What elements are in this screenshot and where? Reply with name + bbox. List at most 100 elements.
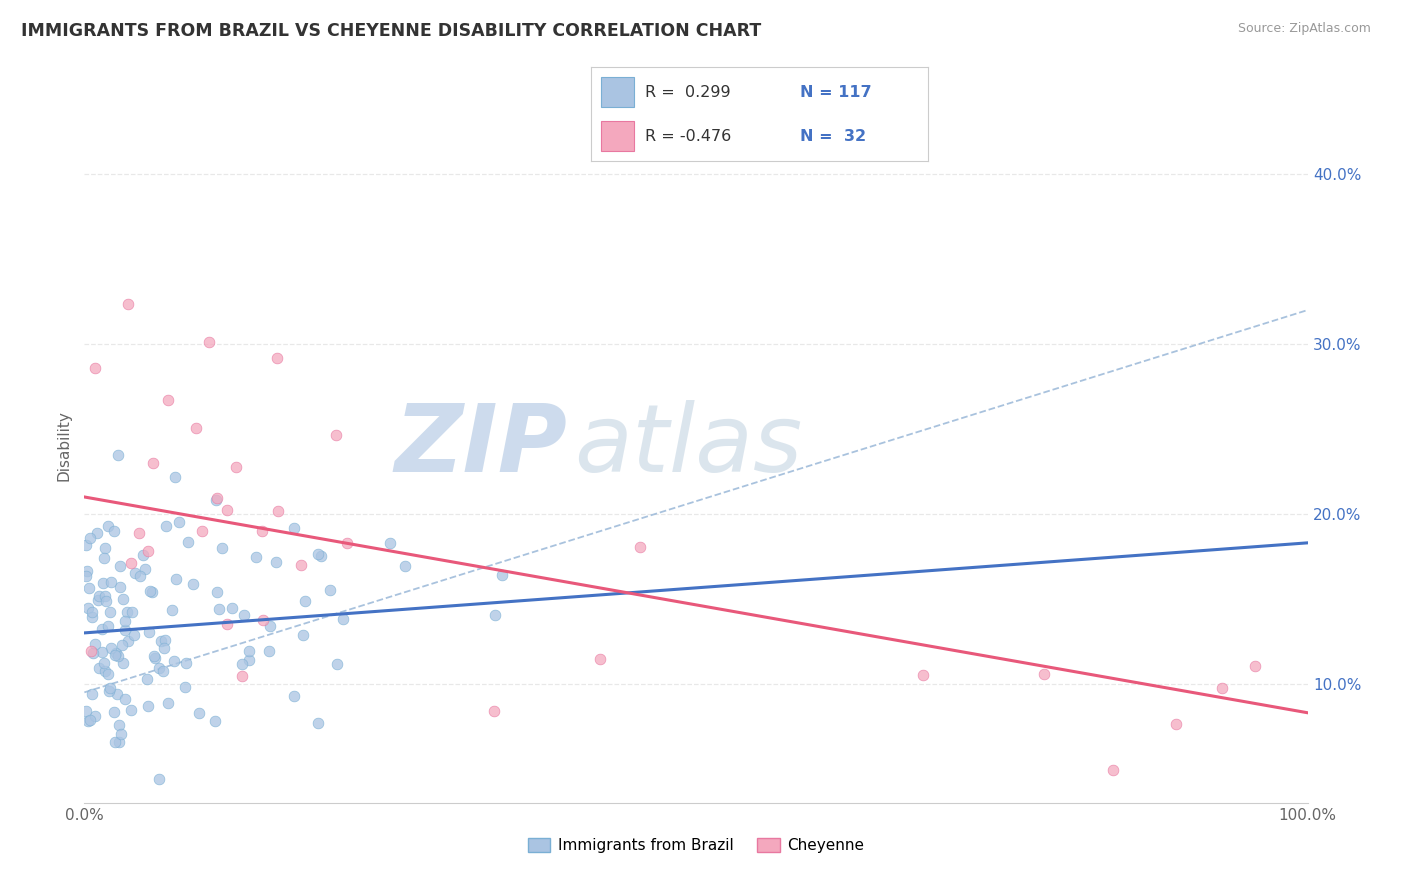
Point — [252, 614, 274, 628]
Point — [91, 575, 114, 590]
Point — [181, 576, 204, 591]
Point — [152, 665, 174, 679]
Point — [82, 687, 104, 701]
Point — [142, 456, 165, 470]
Point — [108, 580, 131, 594]
Point — [1166, 717, 1188, 731]
Point — [165, 572, 187, 586]
Point — [208, 601, 231, 615]
Text: R =  0.299: R = 0.299 — [644, 85, 730, 100]
Point — [911, 668, 934, 682]
Point — [93, 541, 115, 556]
Text: N =  32: N = 32 — [800, 128, 866, 144]
Text: ZIP: ZIP — [395, 400, 568, 492]
Point — [103, 524, 125, 538]
Point — [117, 296, 139, 310]
Point — [173, 681, 195, 695]
Point — [93, 657, 115, 671]
Point — [266, 504, 288, 518]
Point — [82, 610, 104, 624]
Point — [115, 605, 138, 619]
Point — [1211, 681, 1233, 696]
Point — [319, 583, 342, 598]
Point — [211, 541, 233, 556]
Point — [128, 525, 150, 540]
Point — [93, 550, 115, 565]
Point — [98, 605, 121, 619]
Point — [87, 661, 110, 675]
Point — [148, 661, 170, 675]
Point — [75, 704, 97, 718]
Point — [114, 614, 136, 628]
Point — [77, 714, 100, 728]
Point — [96, 667, 118, 681]
Point — [77, 601, 100, 615]
Point — [266, 351, 288, 365]
Point — [309, 549, 332, 563]
Point — [1102, 763, 1125, 777]
Point — [97, 618, 120, 632]
Point — [94, 664, 117, 678]
Point — [141, 585, 163, 599]
Point — [121, 605, 143, 619]
Point — [107, 687, 129, 701]
Point — [93, 589, 115, 603]
Point — [87, 589, 110, 603]
Point — [108, 559, 131, 574]
Text: atlas: atlas — [574, 401, 801, 491]
Point — [160, 603, 183, 617]
Point — [84, 361, 107, 376]
Point — [283, 689, 305, 703]
Point — [75, 569, 97, 583]
Point — [215, 503, 238, 517]
Point — [103, 735, 125, 749]
Point — [225, 460, 247, 475]
Point — [103, 706, 125, 720]
Point — [136, 543, 159, 558]
Point — [100, 640, 122, 655]
Point — [325, 428, 347, 442]
Legend: Immigrants from Brazil, Cheyenne: Immigrants from Brazil, Cheyenne — [522, 831, 870, 859]
Point — [82, 605, 104, 619]
Point — [105, 646, 128, 660]
Point — [187, 706, 209, 720]
Point — [98, 681, 121, 695]
Point — [111, 657, 134, 671]
Point — [292, 628, 315, 642]
Point — [205, 585, 228, 599]
Point — [156, 393, 179, 408]
Point — [221, 601, 243, 615]
Point — [143, 648, 166, 663]
Point — [1033, 666, 1056, 681]
Point — [294, 594, 316, 608]
Point — [491, 568, 513, 582]
Point — [283, 521, 305, 535]
Point — [90, 622, 112, 636]
Point — [259, 619, 281, 633]
Point — [153, 632, 176, 647]
Point — [110, 726, 132, 740]
Point — [77, 581, 100, 595]
Point — [205, 492, 228, 507]
Point — [484, 704, 506, 718]
Point — [91, 645, 114, 659]
Point — [117, 634, 139, 648]
Point — [628, 540, 651, 554]
Point — [107, 718, 129, 732]
Point — [120, 703, 142, 717]
Point — [128, 569, 150, 583]
Point — [97, 519, 120, 533]
Point — [238, 644, 260, 658]
Point — [238, 653, 260, 667]
Point — [167, 515, 190, 529]
Point — [245, 550, 267, 565]
Point — [215, 616, 238, 631]
Point — [108, 735, 131, 749]
Point — [83, 636, 105, 650]
Point — [332, 612, 354, 626]
Point — [143, 650, 166, 665]
Point — [394, 558, 416, 573]
Point — [174, 656, 197, 670]
Point — [155, 518, 177, 533]
Point — [110, 638, 132, 652]
